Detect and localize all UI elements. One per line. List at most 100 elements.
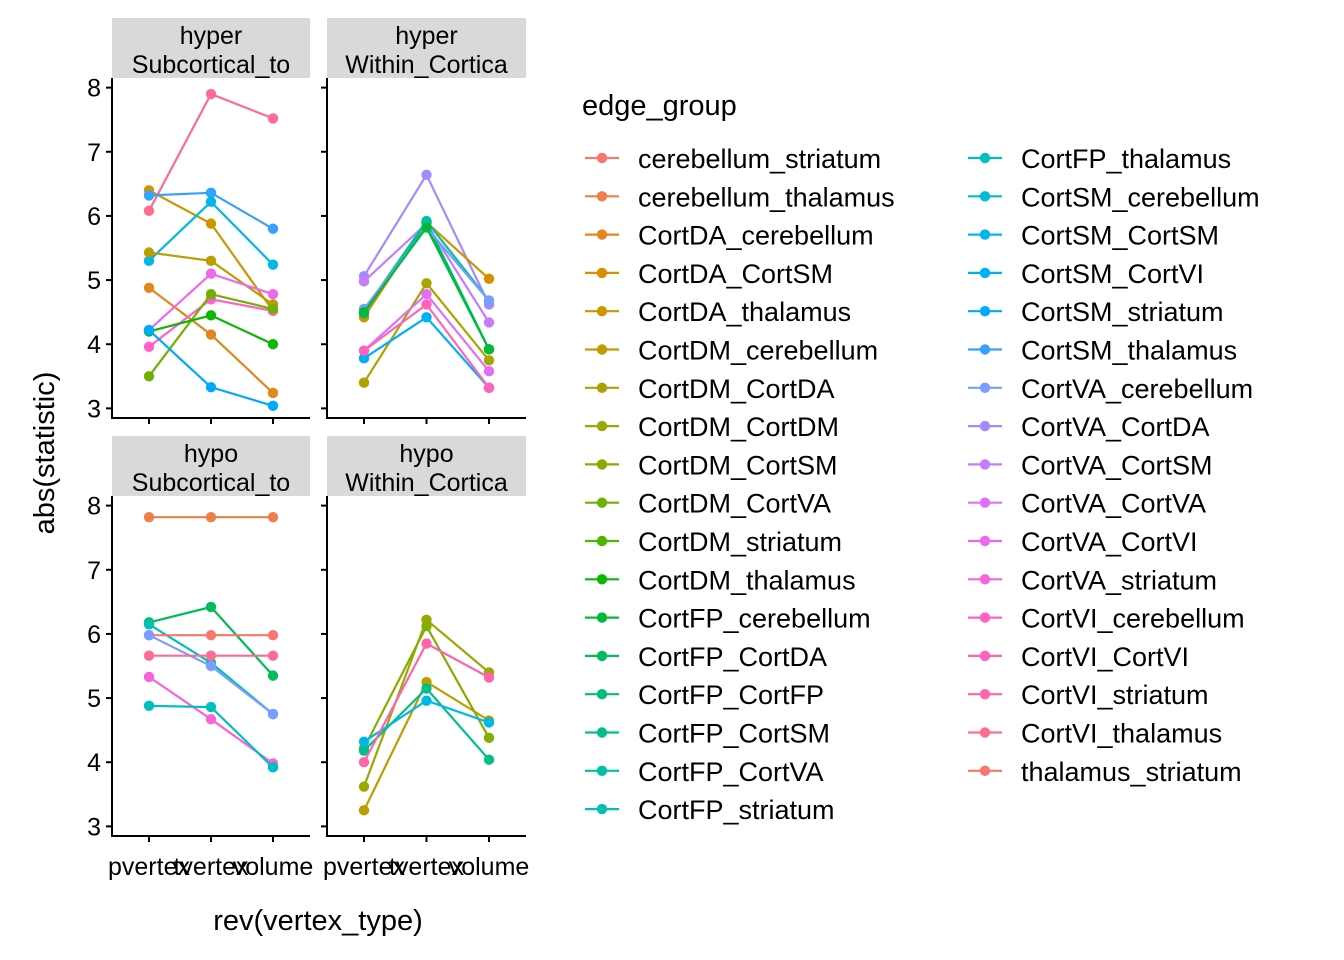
legend-key-point <box>979 382 991 393</box>
facet-strip <box>112 436 310 496</box>
data-point <box>205 660 217 672</box>
legend-key-point <box>979 689 991 700</box>
legend-item: CortDA_CortSM <box>585 259 833 289</box>
data-point <box>143 671 155 683</box>
facet-strip <box>112 18 310 78</box>
legend-item: CortSM_CortVI <box>968 259 1204 289</box>
series-line <box>148 329 274 407</box>
legend-item: CortDM_thalamus <box>585 565 856 595</box>
data-point <box>483 365 495 377</box>
data-point <box>267 400 279 412</box>
legend-item: CortFP_CortSM <box>585 719 830 749</box>
legend-label: CortDM_striatum <box>638 527 842 557</box>
legend-key-point <box>979 306 991 317</box>
y-tick-label: 5 <box>87 685 101 713</box>
legend-item: CortFP_striatum <box>585 795 835 825</box>
legend-key-point <box>979 229 991 240</box>
data-point <box>143 650 155 661</box>
data-point <box>205 714 217 725</box>
legend-key-point <box>979 535 991 547</box>
legend-label: CortDA_CortSM <box>638 259 833 289</box>
legend-label: CortSM_cerebellum <box>1021 182 1260 212</box>
y-tick-label: 3 <box>87 395 101 423</box>
data-point <box>143 255 155 267</box>
facet-strip-label: hypo <box>184 440 238 468</box>
legend-key-point <box>596 229 608 240</box>
legend-key-point <box>596 689 608 700</box>
legend-label: CortDM_thalamus <box>638 565 856 595</box>
legend-item: CortFP_cerebellum <box>585 604 871 634</box>
data-point <box>358 377 370 388</box>
legend-key-point <box>596 382 608 393</box>
legend-key-point <box>979 152 991 164</box>
data-point <box>421 278 432 289</box>
legend-key-point <box>979 612 991 623</box>
legend-key-point <box>596 727 608 738</box>
legend-key-point <box>596 191 608 202</box>
legend-key-point <box>979 727 991 738</box>
data-point <box>483 355 495 366</box>
legend-key-point <box>979 459 991 470</box>
legend-item: CortVA_CortVI <box>968 527 1198 557</box>
data-point <box>205 601 217 613</box>
data-point <box>267 511 279 523</box>
legend-key-point <box>979 497 991 508</box>
y-tick-label: 7 <box>87 557 101 585</box>
legend-label: CortFP_CortFP <box>638 680 824 710</box>
data-point <box>358 353 370 364</box>
legend-key-point <box>596 306 608 317</box>
legend-item: CortFP_thalamus <box>968 144 1231 174</box>
data-point <box>205 382 217 393</box>
legend-key-point <box>596 267 608 279</box>
legend-label: CortVA_striatum <box>1021 565 1217 595</box>
data-point <box>267 223 279 234</box>
legend-label: thalamus_striatum <box>1021 757 1242 787</box>
legend-key-point <box>596 574 608 585</box>
legend-item: CortVA_CortVA <box>968 489 1206 519</box>
legend-item: CortDA_thalamus <box>585 297 851 327</box>
data-point <box>205 511 217 523</box>
data-point <box>267 113 279 124</box>
y-axis-title: abs(statistic) <box>29 372 61 535</box>
legend-item: CortVA_striatum <box>968 565 1217 595</box>
data-point <box>358 736 370 747</box>
legend-label: cerebellum_thalamus <box>638 182 895 212</box>
legend-key-point <box>979 191 991 202</box>
data-point <box>143 700 155 711</box>
legend-item: CortDM_striatum <box>585 527 842 557</box>
data-point <box>421 638 432 649</box>
data-point <box>421 312 432 323</box>
legend-label: CortFP_CortSM <box>638 719 830 749</box>
data-point <box>358 345 370 356</box>
legend-item: CortVI_CortVI <box>968 642 1189 672</box>
data-point <box>421 288 432 300</box>
data-point <box>483 754 495 765</box>
data-point <box>205 288 217 300</box>
data-point <box>358 757 370 768</box>
data-point <box>421 169 432 181</box>
data-point <box>143 324 155 336</box>
legend-key-point <box>596 650 608 662</box>
legend-label: CortFP_CortDA <box>638 642 827 672</box>
data-point <box>421 683 432 694</box>
data-point <box>421 621 432 632</box>
legend-label: CortVI_cerebellum <box>1021 604 1245 634</box>
legend-item: CortDM_CortSM <box>585 450 838 480</box>
legend-label: CortDM_cerebellum <box>638 336 878 366</box>
legend-label: CortVA_CortSM <box>1021 450 1213 480</box>
data-point <box>358 745 370 756</box>
facet-strip-label: Subcortical_to <box>132 51 290 79</box>
data-point <box>421 695 432 706</box>
data-point <box>358 306 370 318</box>
x-tick-label: tvertex <box>389 853 465 881</box>
facet-strip-label: Within_Cortica <box>345 51 508 79</box>
data-point <box>358 805 370 816</box>
legend-key-point <box>596 152 608 164</box>
legend-label: CortDM_CortSM <box>638 450 838 480</box>
data-point <box>205 268 217 279</box>
legend-label: CortFP_thalamus <box>1021 144 1231 174</box>
legend-label: CortVA_CortVI <box>1021 527 1198 557</box>
x-tick-label: volume <box>233 853 314 881</box>
